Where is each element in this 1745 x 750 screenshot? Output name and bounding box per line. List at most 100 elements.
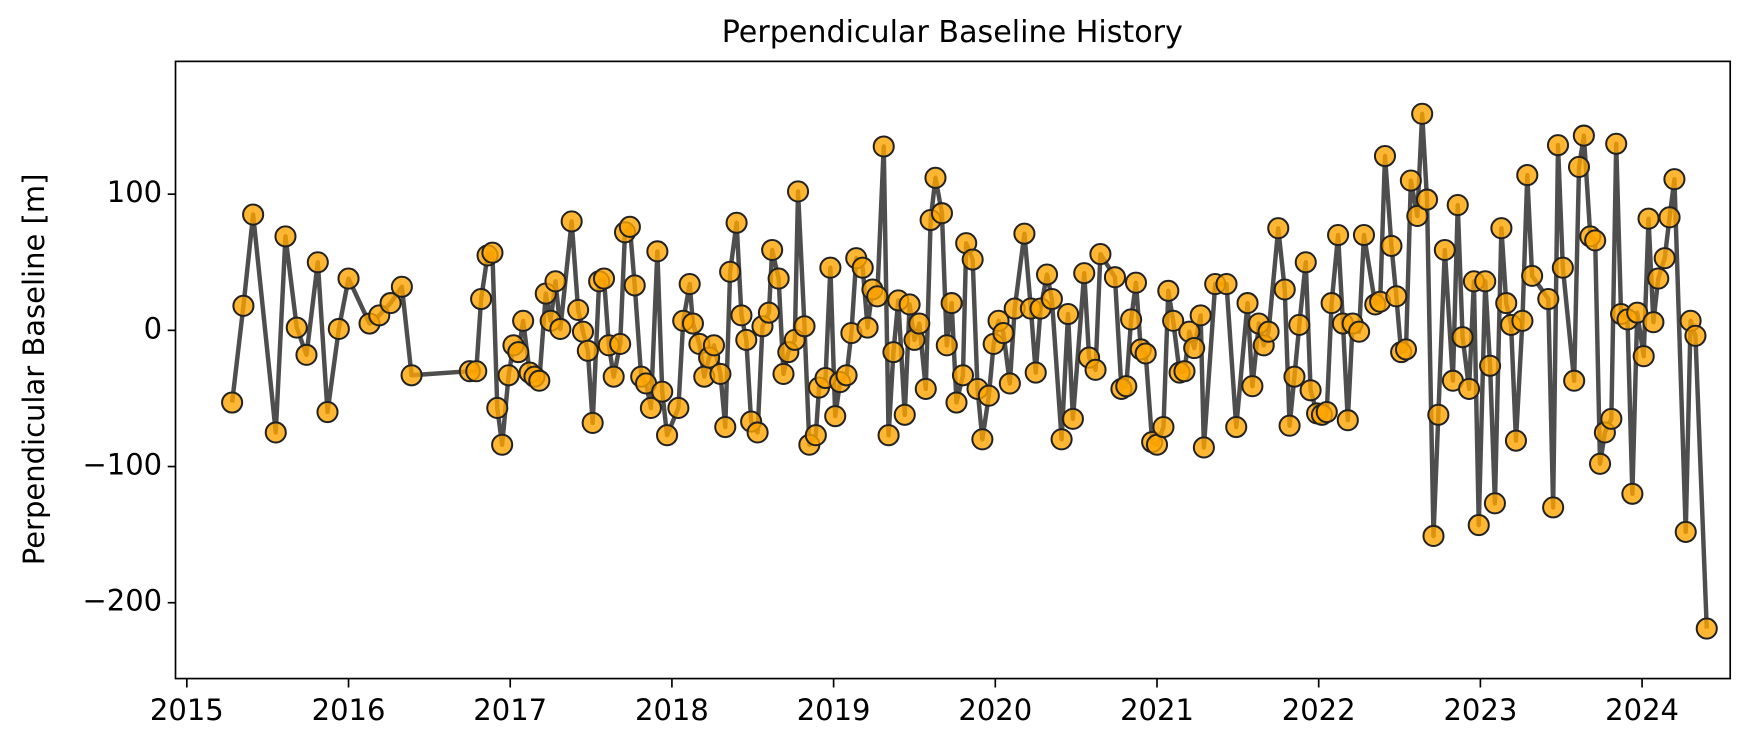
point-marker bbox=[951, 364, 975, 387]
point-marker bbox=[856, 316, 879, 339]
point-marker bbox=[1546, 134, 1570, 157]
point-marker bbox=[1373, 144, 1397, 168]
point-marker bbox=[1584, 229, 1607, 252]
point-marker bbox=[1458, 377, 1481, 400]
point-marker bbox=[1605, 132, 1628, 155]
point-marker bbox=[465, 360, 488, 383]
point-marker bbox=[1406, 204, 1429, 228]
point-marker bbox=[851, 256, 874, 279]
point-marker bbox=[824, 405, 847, 428]
point-marker bbox=[1537, 287, 1560, 311]
point-marker bbox=[486, 396, 509, 420]
y-tick-label: −100 bbox=[82, 448, 162, 482]
point-marker bbox=[681, 312, 704, 335]
point-marker bbox=[1572, 124, 1595, 147]
point-marker bbox=[1057, 302, 1080, 326]
point-marker bbox=[221, 391, 244, 414]
point-marker bbox=[1061, 407, 1084, 430]
point-marker bbox=[872, 135, 895, 158]
point-marker bbox=[306, 251, 329, 274]
point-marker bbox=[1588, 452, 1612, 475]
point-marker bbox=[1257, 320, 1280, 343]
point-marker bbox=[735, 328, 758, 351]
point-marker bbox=[316, 401, 339, 424]
point-marker bbox=[1162, 309, 1185, 332]
point-marker bbox=[1040, 287, 1063, 311]
point-marker bbox=[804, 424, 827, 447]
point-marker bbox=[242, 203, 265, 226]
point-marker bbox=[1542, 496, 1565, 519]
point-marker bbox=[730, 304, 753, 327]
point-marker bbox=[1474, 270, 1497, 293]
point-marker bbox=[1348, 320, 1371, 343]
point-marker bbox=[1479, 354, 1502, 377]
point-marker bbox=[528, 369, 551, 392]
point-marker bbox=[1516, 164, 1539, 187]
point-marker bbox=[1103, 266, 1127, 289]
point-marker bbox=[882, 341, 905, 364]
point-marker bbox=[866, 285, 889, 308]
point-marker bbox=[1663, 168, 1686, 191]
point-marker bbox=[1236, 292, 1259, 315]
point-marker bbox=[935, 334, 958, 357]
point-marker bbox=[1490, 217, 1513, 240]
y-tick-label: −200 bbox=[82, 584, 162, 618]
point-marker bbox=[1433, 238, 1456, 262]
point-marker bbox=[646, 240, 669, 263]
point-marker bbox=[877, 424, 900, 447]
point-marker bbox=[667, 396, 690, 420]
point-marker bbox=[714, 415, 737, 439]
point-marker bbox=[232, 294, 255, 317]
point-marker bbox=[1467, 514, 1490, 537]
point-marker bbox=[1600, 407, 1623, 430]
point-marker bbox=[725, 211, 748, 234]
point-marker bbox=[1551, 256, 1574, 279]
point-marker bbox=[746, 421, 769, 444]
point-marker bbox=[1411, 102, 1434, 125]
point-marker bbox=[819, 256, 842, 279]
point-marker bbox=[1013, 222, 1036, 245]
point-marker bbox=[1320, 292, 1343, 315]
point-marker bbox=[491, 433, 514, 456]
point-marker bbox=[719, 260, 742, 283]
point-marker bbox=[1115, 375, 1138, 398]
point-marker bbox=[1241, 375, 1264, 398]
x-tick-label: 2015 bbox=[150, 693, 224, 727]
point-marker bbox=[512, 309, 535, 332]
y-axis-label: Perpendicular Baseline [m] bbox=[17, 174, 51, 566]
point-marker bbox=[1288, 313, 1311, 336]
point-marker bbox=[1674, 520, 1697, 543]
point-marker bbox=[327, 317, 350, 341]
point-marker bbox=[930, 202, 953, 225]
point-marker bbox=[1642, 311, 1665, 334]
point-marker bbox=[1273, 278, 1296, 301]
point-marker bbox=[1422, 524, 1445, 548]
point-marker bbox=[497, 364, 520, 387]
point-marker bbox=[761, 238, 784, 262]
point-marker bbox=[1653, 247, 1676, 270]
point-marker bbox=[1024, 361, 1047, 384]
point-marker bbox=[772, 362, 795, 385]
point-marker bbox=[1189, 304, 1212, 327]
point-marker bbox=[274, 225, 297, 248]
point-marker bbox=[908, 312, 931, 335]
point-marker bbox=[793, 315, 816, 338]
x-tick-label: 2023 bbox=[1443, 693, 1517, 727]
y-tick-label: 0 bbox=[144, 311, 162, 345]
point-marker bbox=[1385, 285, 1408, 308]
point-marker bbox=[1394, 338, 1418, 361]
point-marker bbox=[945, 391, 968, 414]
y-tick-label: 100 bbox=[107, 175, 162, 209]
point-marker bbox=[1647, 267, 1670, 290]
x-tick-label: 2018 bbox=[635, 693, 709, 727]
point-marker bbox=[1427, 403, 1450, 426]
point-marker bbox=[1327, 223, 1350, 247]
point-marker bbox=[977, 384, 1000, 407]
point-marker bbox=[898, 293, 921, 316]
point-marker bbox=[1050, 428, 1073, 451]
point-marker bbox=[576, 339, 599, 362]
point-marker bbox=[1336, 409, 1359, 432]
point-marker bbox=[1124, 271, 1148, 294]
point-marker bbox=[560, 210, 583, 233]
